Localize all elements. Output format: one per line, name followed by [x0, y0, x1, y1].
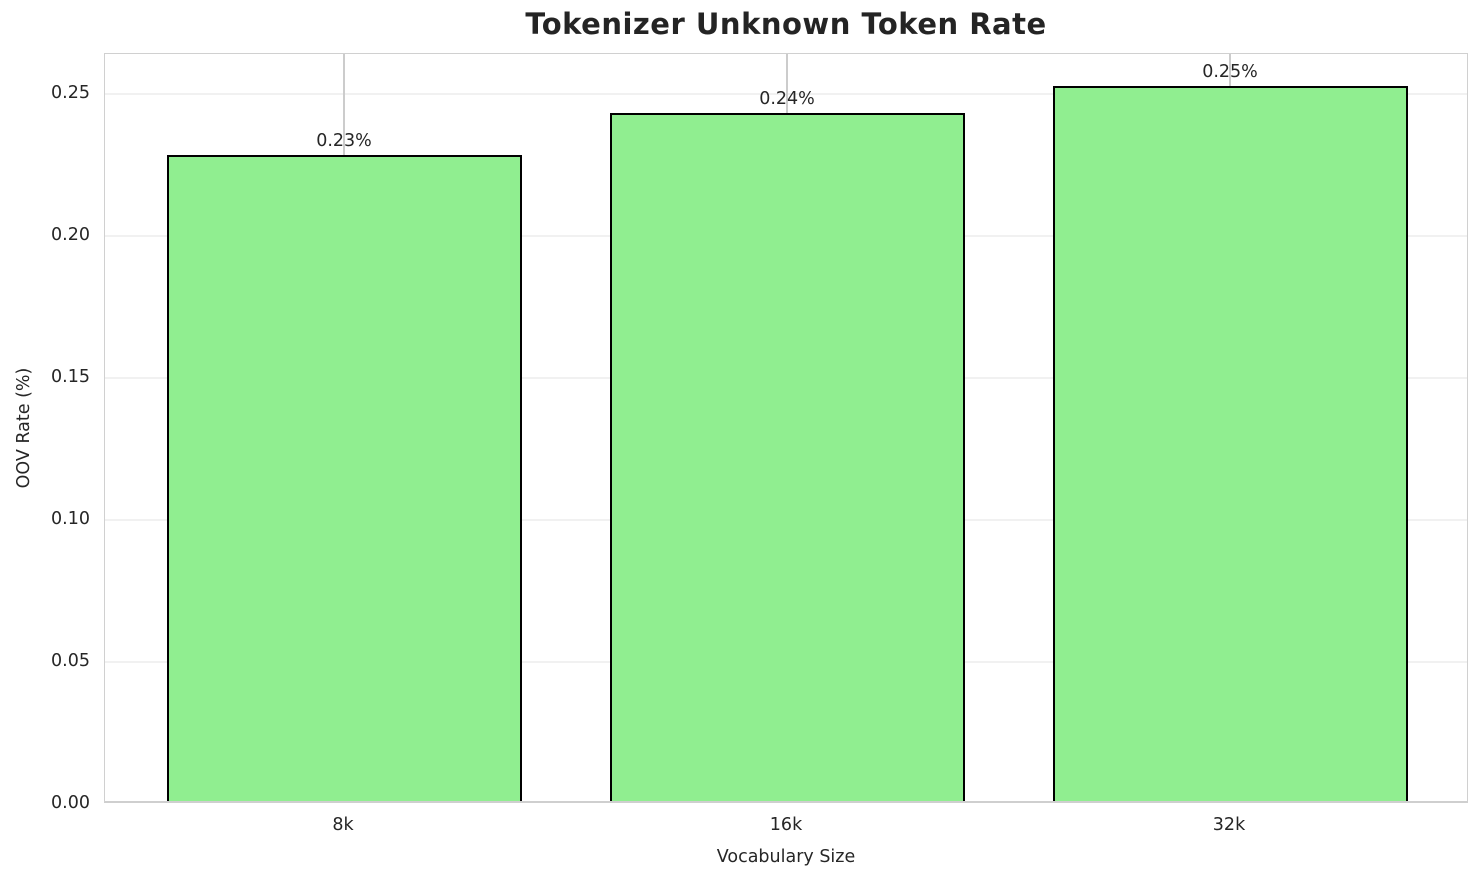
- plot-area: 0.23% 0.24% 0.25%: [104, 53, 1468, 803]
- y-tick-label: 0.05: [51, 650, 90, 671]
- bar-value-label: 0.23%: [316, 130, 372, 151]
- bar-value-label: 0.25%: [1202, 61, 1258, 82]
- x-tick-label: 16k: [769, 815, 803, 835]
- y-tick-label: 0.00: [51, 793, 90, 813]
- bar: [609, 112, 965, 801]
- x-tick-label: 8k: [332, 815, 354, 835]
- x-tick-label: 32k: [1212, 815, 1246, 835]
- bar: [1052, 85, 1408, 801]
- gridline-horizontal: [105, 92, 1467, 95]
- y-tick-label: 0.15: [51, 366, 90, 387]
- chart-title: Tokenizer Unknown Token Rate: [525, 7, 1047, 41]
- y-tick-label: 0.10: [51, 508, 90, 529]
- y-tick-label: 0.25: [51, 82, 90, 103]
- bar: [166, 154, 522, 801]
- y-tick-label: 0.20: [51, 224, 90, 245]
- x-axis-label: Vocabulary Size: [716, 847, 856, 867]
- bar-value-label: 0.24%: [759, 88, 815, 109]
